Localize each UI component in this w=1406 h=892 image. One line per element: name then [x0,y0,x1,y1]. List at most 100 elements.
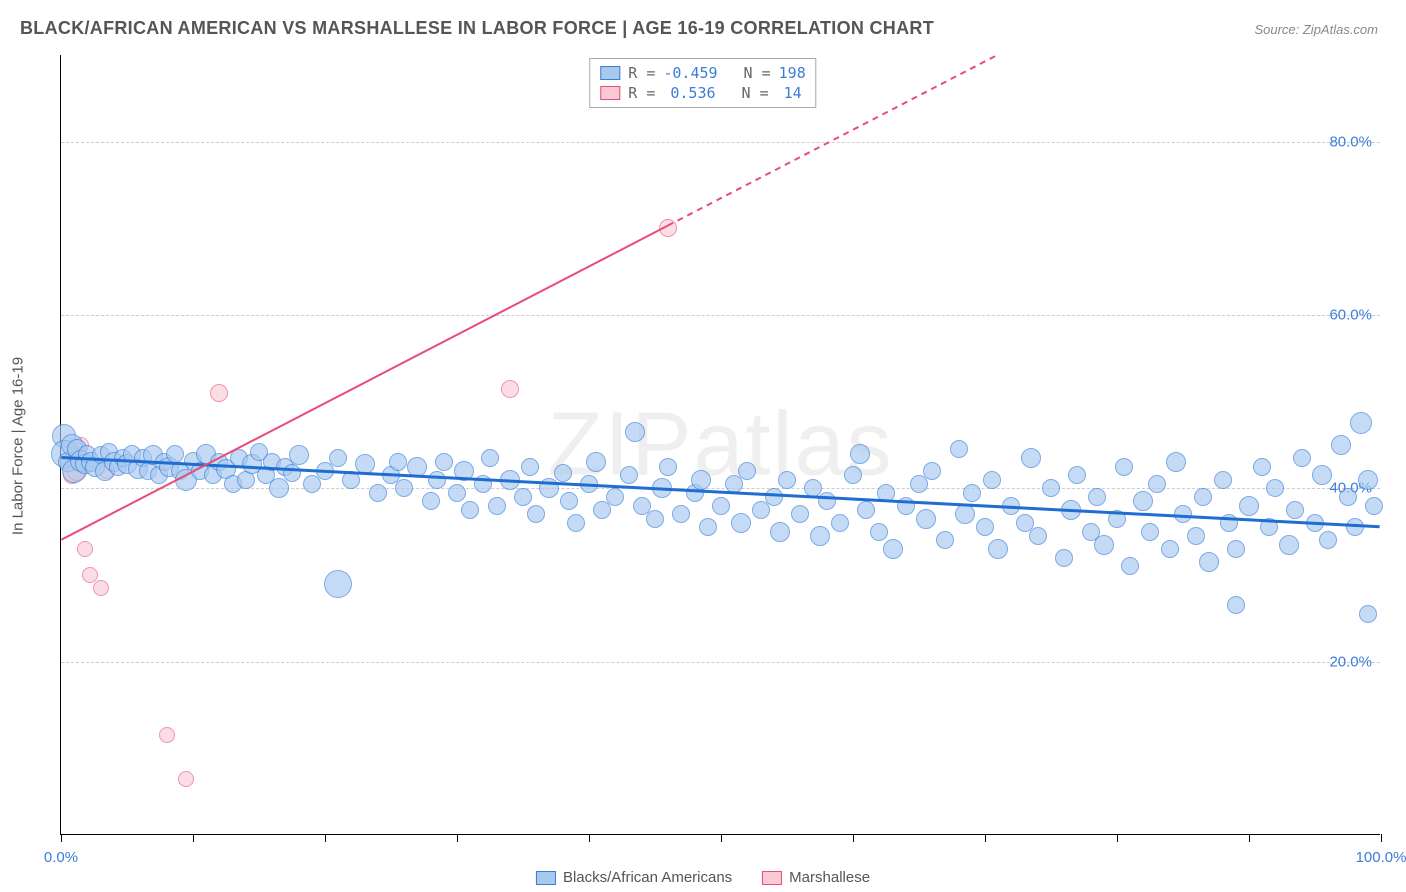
xtick [325,834,326,842]
data-point [699,518,717,536]
data-point [950,440,968,458]
data-point [844,466,862,484]
data-point [324,570,352,598]
xtick [985,834,986,842]
data-point [883,539,903,559]
data-point [659,219,677,237]
gridline [61,488,1380,489]
gridline [61,142,1380,143]
data-point [481,449,499,467]
data-point [1359,605,1377,623]
xtick-label: 0.0% [44,849,78,866]
gridline [61,662,1380,663]
data-point [178,771,194,787]
scatter-plot-area: ZIPatlas 20.0%40.0%60.0%80.0%0.0%100.0% [60,55,1380,835]
data-point [936,531,954,549]
data-point [395,479,413,497]
xtick [1381,834,1382,842]
data-point [1133,491,1153,511]
data-point [1253,458,1271,476]
data-point [1227,596,1245,614]
legend-item-pink: Marshallese [762,869,870,886]
data-point [501,380,519,398]
data-point [461,501,479,519]
data-point [1350,412,1372,434]
legend-row-blue: R = -0.459 N = 198 [600,63,805,83]
chart-title: BLACK/AFRICAN AMERICAN VS MARSHALLESE IN… [20,18,934,39]
data-point [539,478,559,498]
data-point [1194,488,1212,506]
data-point [560,492,578,510]
data-point [1174,505,1192,523]
ytick-label: 80.0% [1329,133,1372,150]
data-point [976,518,994,536]
data-point [1220,514,1238,532]
n-label: N = [742,84,769,102]
data-point [369,484,387,502]
data-point [712,497,730,515]
legend-item-blue: Blacks/African Americans [536,869,732,886]
data-point [93,580,109,596]
data-point [1042,479,1060,497]
data-point [738,462,756,480]
swatch-pink [762,871,782,885]
data-point [810,526,830,546]
data-point [1279,535,1299,555]
data-point [1346,518,1364,536]
gridline [61,315,1380,316]
data-point [1227,540,1245,558]
series-label-blue: Blacks/African Americans [563,869,732,886]
data-point [159,727,175,743]
data-point [672,505,690,523]
r-value-pink: 0.536 [663,84,715,102]
data-point [342,471,360,489]
data-point [652,478,672,498]
data-point [289,445,309,465]
data-point [923,462,941,480]
data-point [1199,552,1219,572]
data-point [1094,535,1114,555]
data-point [916,509,936,529]
data-point [1121,557,1139,575]
xtick [721,834,722,842]
data-point [554,464,572,482]
y-axis-label: In Labor Force | Age 16-19 [10,357,27,535]
xtick [61,834,62,842]
data-point [857,501,875,519]
data-point [791,505,809,523]
r-value-blue: -0.459 [663,64,717,82]
ytick-label: 20.0% [1329,653,1372,670]
data-point [765,488,783,506]
data-point [329,449,347,467]
data-point [1339,488,1357,506]
r-label: R = [628,84,655,102]
n-label: N = [744,64,771,82]
data-point [955,504,975,524]
data-point [454,461,474,481]
data-point [1306,514,1324,532]
data-point [877,484,895,502]
data-point [422,492,440,510]
data-point [897,497,915,515]
data-point [983,471,1001,489]
data-point [389,453,407,471]
data-point [659,458,677,476]
data-point [646,510,664,528]
data-point [778,471,796,489]
xtick [457,834,458,842]
data-point [1365,497,1383,515]
n-value-blue: 198 [779,64,806,82]
data-point [488,497,506,515]
n-value-pink: 14 [777,84,802,102]
data-point [1312,465,1332,485]
data-point [210,384,228,402]
data-point [77,541,93,557]
data-point [1029,527,1047,545]
ytick-label: 60.0% [1329,307,1372,324]
data-point [435,453,453,471]
data-point [850,444,870,464]
xtick [193,834,194,842]
data-point [586,452,606,472]
data-point [166,445,184,463]
data-point [407,457,427,477]
